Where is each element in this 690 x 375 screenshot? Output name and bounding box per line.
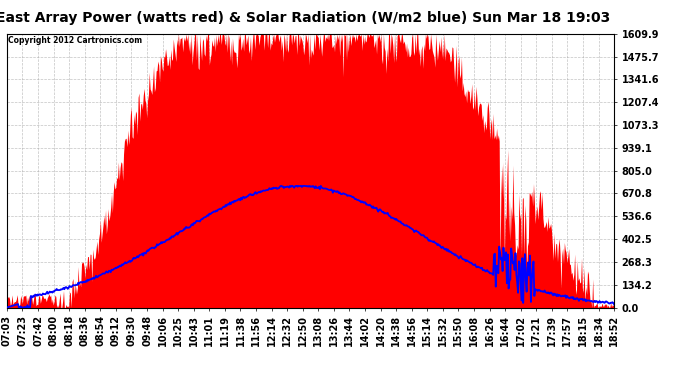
Text: Copyright 2012 Cartronics.com: Copyright 2012 Cartronics.com	[8, 36, 141, 45]
Text: East Array Power (watts red) & Solar Radiation (W/m2 blue) Sun Mar 18 19:03: East Array Power (watts red) & Solar Rad…	[0, 11, 611, 25]
